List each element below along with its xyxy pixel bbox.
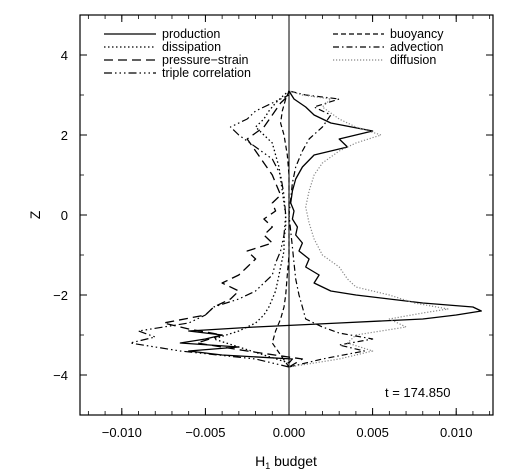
- legend-label-production: production: [162, 27, 220, 41]
- y-tick-label: 2: [61, 128, 68, 143]
- x-tick-label: 0.005: [356, 425, 389, 440]
- series-pressure-strain: [162, 94, 304, 368]
- x-tick-label: −0.005: [185, 425, 225, 440]
- legend-label-triple-correlation: triple correlation: [162, 66, 251, 80]
- series-layer: [129, 90, 482, 368]
- x-axis-title-sub: 1: [265, 461, 270, 471]
- x-tick-label: 0.000: [273, 425, 306, 440]
- annotation-time: t = 174.850: [385, 385, 450, 400]
- x-tick-label: 0.010: [440, 425, 473, 440]
- x-tick-label: −0.010: [102, 425, 142, 440]
- y-axis-title: Z: [27, 210, 43, 219]
- axis-ticks: −0.010 −0.005 0.000 0.005 0.010 −4 −2 0 2 4: [53, 14, 493, 440]
- series-buoyancy: [271, 90, 290, 368]
- x-axis-title-main: H: [255, 453, 265, 469]
- x-axis-title-rest: budget: [270, 453, 317, 469]
- y-tick-label: 4: [61, 48, 68, 63]
- y-tick-label: −4: [53, 368, 68, 383]
- series-production: [179, 90, 482, 364]
- y-tick-label: −2: [53, 288, 68, 303]
- y-tick-label: 0: [61, 208, 68, 223]
- legend: productiondissipationpressure−straintrip…: [104, 27, 444, 80]
- series-advection: [288, 90, 374, 368]
- series-diffusion: [288, 90, 449, 368]
- legend-label-dissipation: dissipation: [162, 40, 221, 54]
- series-dissipation: [213, 90, 290, 364]
- x-axis-title: H1 budget: [255, 453, 317, 471]
- legend-label-diffusion: diffusion: [390, 53, 436, 67]
- series-triple-correlation: [129, 94, 290, 368]
- plot-frame: [79, 14, 494, 416]
- legend-label-buoyancy: buoyancy: [390, 27, 444, 41]
- legend-label-advection: advection: [390, 40, 444, 54]
- legend-label-pressure-strain: pressure−strain: [162, 53, 249, 67]
